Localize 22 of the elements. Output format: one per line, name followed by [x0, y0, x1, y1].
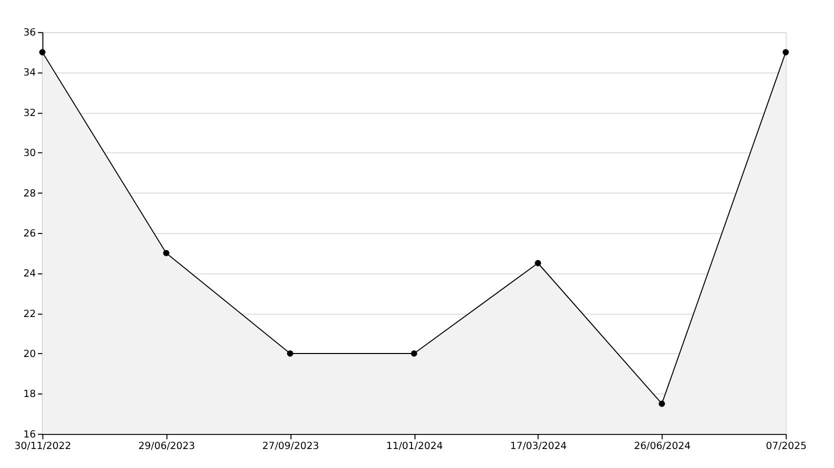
y-tick-label: 28	[23, 188, 36, 200]
x-tick-label: 11/01/2024	[386, 441, 443, 452]
y-tick-label: 20	[23, 348, 36, 360]
x-tick-label: 17/03/2024	[510, 441, 567, 452]
y-tick-label: 18	[23, 389, 36, 400]
y-tick-label: 24	[23, 268, 36, 280]
y-tick-label: 34	[23, 68, 36, 79]
y-tick-label: 26	[23, 228, 36, 240]
y-tick-label: 22	[23, 308, 36, 320]
y-tick-label: 32	[23, 108, 36, 119]
x-tick-label: 26/06/2024	[634, 441, 691, 452]
y-tick-label: 30	[23, 148, 36, 160]
point	[658, 400, 666, 408]
y-tick-label: 16	[23, 429, 36, 440]
x-tick-label: 30/11/2022	[14, 441, 72, 452]
point	[534, 259, 542, 268]
x-tick-label: 29/06/2023	[138, 441, 196, 452]
x-tick-label: 07/2025	[766, 441, 807, 452]
point	[410, 349, 418, 358]
x-tick-label: 27/09/2023	[262, 441, 319, 452]
y-tick-label: 36	[23, 28, 36, 39]
point	[286, 349, 294, 358]
